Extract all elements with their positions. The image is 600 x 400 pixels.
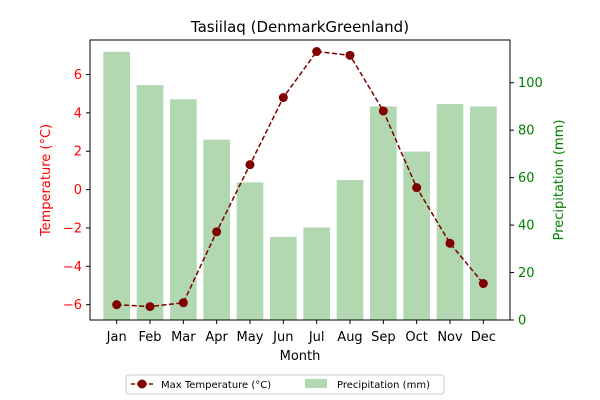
y-left-tick-label: 4 bbox=[74, 106, 82, 121]
y-right-tick-label: 60 bbox=[518, 171, 535, 186]
y-left-tick-label: 2 bbox=[74, 145, 82, 160]
temp-point-oct bbox=[412, 183, 422, 193]
y-left-tick-label: −4 bbox=[63, 260, 82, 275]
precip-bar-nov bbox=[436, 104, 464, 320]
temp-point-dec bbox=[478, 279, 488, 289]
precip-bar-mar bbox=[170, 99, 197, 320]
precip-bar-feb bbox=[136, 85, 164, 320]
temp-point-may bbox=[245, 160, 255, 170]
precip-bar-jun bbox=[270, 236, 297, 320]
x-tick-label-oct: Oct bbox=[405, 330, 427, 345]
precip-bar-jan bbox=[103, 51, 130, 320]
precip-bar-sep bbox=[370, 106, 397, 321]
chart-title: Tasiilaq (DenmarkGreenland) bbox=[190, 18, 409, 36]
temp-point-jul bbox=[312, 47, 322, 57]
precip-bar-aug bbox=[336, 180, 364, 320]
temperature-line bbox=[112, 47, 488, 312]
y-left-tick-label: −2 bbox=[63, 221, 82, 236]
x-tick-label-feb: Feb bbox=[138, 330, 161, 345]
temp-point-jun bbox=[278, 93, 288, 103]
legend-label-temperature: Max Temperature (°C) bbox=[161, 380, 271, 391]
precip-bar-oct bbox=[403, 151, 430, 320]
x-tick-label-apr: Apr bbox=[205, 330, 228, 345]
temp-point-mar bbox=[178, 298, 188, 308]
x-tick-label-jul: Jul bbox=[308, 330, 325, 345]
precip-bar-may bbox=[236, 182, 264, 320]
temp-point-nov bbox=[445, 238, 455, 248]
precipitation-bars bbox=[103, 51, 497, 321]
temp-point-sep bbox=[378, 106, 388, 116]
x-axis: Jan Feb Mar Apr May Jun Jul Aug Sep Oct Nov Dec bbox=[106, 320, 496, 345]
legend-label-precipitation: Precipitation (mm) bbox=[337, 380, 430, 391]
precip-bar-jul bbox=[303, 227, 330, 320]
x-tick-label-mar: Mar bbox=[171, 330, 196, 345]
x-tick-label-jun: Jun bbox=[272, 330, 293, 345]
y-left-tick-label: 0 bbox=[74, 183, 82, 198]
y-right-tick-label: 40 bbox=[518, 219, 535, 234]
temp-point-jan bbox=[112, 300, 122, 310]
temperature-polyline bbox=[116, 50, 484, 308]
y-right-tick-label: 20 bbox=[518, 266, 535, 281]
y-axis-left-label: Temperature (°C) bbox=[39, 124, 54, 237]
temp-point-aug bbox=[345, 50, 355, 60]
legend: Max Temperature (°C) Precipitation (mm) bbox=[125, 374, 445, 395]
temp-point-apr bbox=[212, 227, 222, 237]
y-right-tick-label: 0 bbox=[518, 314, 526, 329]
x-axis-label: Month bbox=[280, 349, 321, 364]
x-tick-label-jan: Jan bbox=[106, 330, 127, 345]
temp-point-feb bbox=[145, 302, 155, 312]
x-tick-label-sep: Sep bbox=[371, 330, 396, 345]
legend-box bbox=[125, 374, 445, 395]
y-axis-left: −6 −4 −2 0 2 4 6 bbox=[63, 68, 90, 313]
x-tick-label-nov: Nov bbox=[437, 330, 463, 345]
y-right-tick-label: 100 bbox=[518, 76, 543, 91]
y-left-tick-label: −6 bbox=[63, 298, 82, 313]
y-left-tick-label: 6 bbox=[74, 68, 82, 83]
y-axis-right: 0 20 40 60 80 100 bbox=[510, 76, 543, 329]
y-axis-right-label: Precipitation (mm) bbox=[552, 120, 567, 241]
x-tick-label-aug: Aug bbox=[337, 330, 362, 345]
legend-bar-swatch bbox=[305, 379, 327, 388]
plot-frame bbox=[89, 39, 511, 321]
x-tick-label-may: May bbox=[237, 330, 264, 345]
x-tick-label-dec: Dec bbox=[471, 330, 496, 345]
legend-marker-swatch bbox=[137, 379, 147, 389]
y-right-tick-label: 80 bbox=[518, 124, 535, 139]
